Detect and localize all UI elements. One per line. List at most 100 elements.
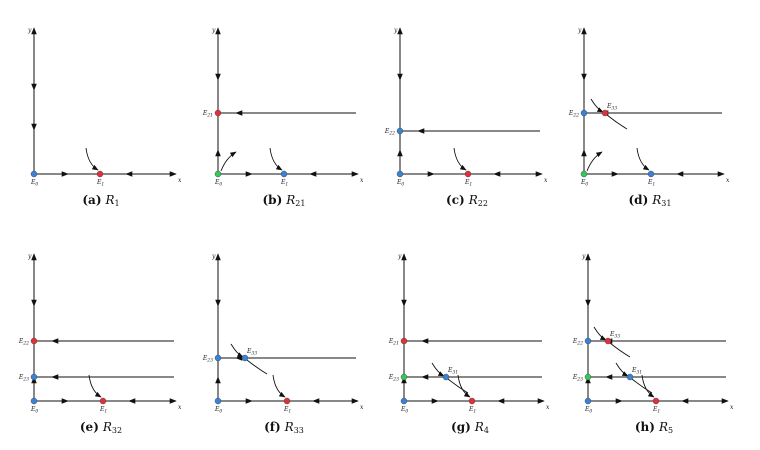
y-axis-label: y	[211, 27, 216, 34]
trajectory-arrow	[615, 362, 629, 377]
panel-caption: (b) R21	[263, 193, 306, 208]
equilibrium-E0	[214, 170, 222, 178]
equilibrium-point-label: E1	[96, 179, 104, 188]
equilibrium-point	[396, 127, 404, 135]
equilibrium-point-label: E23	[572, 374, 583, 383]
trajectory-arrow	[593, 326, 607, 341]
panel-caption: (c) R22	[446, 193, 488, 208]
equilibrium-point	[99, 397, 107, 405]
trajectory-arrow	[636, 147, 650, 171]
trajectory-arrow	[220, 151, 237, 172]
equilibrium-E0	[30, 397, 38, 405]
equilibrium-point	[30, 373, 38, 381]
equilibrium-E0-label: E0	[580, 179, 588, 188]
trajectory-curve	[631, 378, 653, 394]
equilibrium-E0	[214, 397, 222, 405]
trajectory-arrow	[85, 147, 99, 171]
y-axis-label: y	[397, 253, 402, 260]
equilibrium-point-label: E33	[606, 103, 617, 112]
equilibrium-point	[647, 170, 655, 178]
trajectory-arrow	[272, 374, 286, 398]
equilibrium-point-label: E22	[384, 128, 395, 137]
y-axis-label: y	[27, 253, 32, 260]
equilibrium-E0	[584, 397, 592, 405]
equilibrium-point-label: E1	[468, 406, 476, 415]
panel-caption: (f) R33	[264, 420, 304, 435]
equilibrium-E0-label: E0	[214, 179, 222, 188]
equilibrium-point	[96, 170, 104, 178]
equilibrium-point-label: E1	[99, 406, 107, 415]
equilibrium-E0-label: E0	[30, 406, 38, 415]
panel-caption: (g) R4	[451, 420, 489, 435]
panel-e: x y E0 E1 E22 E23 (e) R32	[18, 253, 182, 435]
equilibrium-point-label: E23	[202, 355, 213, 364]
panel-caption: (e) R32	[80, 420, 122, 435]
equilibrium-point-label: E22	[572, 338, 583, 347]
equilibrium-point	[214, 354, 222, 362]
equilibrium-point	[580, 109, 588, 117]
panel-d: x y E0 E1 E22 E33 (d) R31	[568, 27, 730, 208]
x-axis-label: x	[546, 404, 550, 411]
equilibrium-point	[601, 109, 609, 117]
x-axis-label: x	[730, 404, 734, 411]
y-axis-label: y	[211, 253, 216, 260]
equilibrium-point	[652, 397, 660, 405]
x-axis-label: x	[178, 404, 182, 411]
x-axis-label: x	[360, 177, 364, 184]
equilibrium-point-label: E21	[202, 110, 213, 119]
trajectory-curve	[606, 114, 628, 130]
trajectory-arrow	[431, 362, 445, 377]
equilibrium-E0-label: E0	[30, 179, 38, 188]
trajectory-arrow	[88, 374, 102, 398]
trajectory-curve	[447, 378, 469, 394]
y-axis-label: y	[581, 253, 586, 260]
equilibrium-point-label: E1	[647, 179, 655, 188]
equilibrium-E0-label: E0	[584, 406, 592, 415]
equilibrium-E0	[580, 170, 588, 178]
equilibrium-point-label: E22	[568, 110, 579, 119]
y-axis-label: y	[27, 27, 32, 34]
equilibrium-point	[214, 109, 222, 117]
panel-caption: (d) R31	[629, 193, 672, 208]
panel-g: x y E0 E1 E21 E23 E31 (g) R4	[388, 253, 550, 435]
equilibrium-point-label: E23	[388, 374, 399, 383]
trajectory-arrow	[269, 147, 283, 171]
equilibrium-point	[604, 337, 612, 345]
equilibrium-point	[442, 373, 450, 381]
equilibrium-E0	[400, 397, 408, 405]
equilibrium-point	[283, 397, 291, 405]
equilibrium-point-label: E1	[464, 179, 472, 188]
equilibrium-point	[241, 354, 249, 362]
trajectory-arrow	[641, 374, 655, 398]
equilibrium-point	[468, 397, 476, 405]
trajectory-arrow	[590, 98, 604, 113]
trajectory-arrow	[457, 374, 471, 398]
equilibrium-point	[400, 337, 408, 345]
equilibrium-E0-label: E0	[214, 406, 222, 415]
equilibrium-point-label: E1	[280, 179, 288, 188]
x-axis-label: x	[360, 404, 364, 411]
equilibrium-point	[464, 170, 472, 178]
equilibrium-point-label: E31	[447, 367, 458, 376]
equilibrium-point-label: E31	[631, 367, 642, 376]
trajectory-arrow	[586, 151, 603, 172]
x-axis-label: x	[544, 177, 548, 184]
equilibrium-point	[584, 373, 592, 381]
equilibrium-point	[400, 373, 408, 381]
panel-f: x y E0 E1 E23 E33 (f) R33	[202, 253, 364, 435]
equilibrium-point-label: E22	[18, 338, 29, 347]
panel-caption: (h) R5	[635, 420, 673, 435]
panel-a: x y E0 E1 (a) R1	[27, 27, 182, 208]
equilibrium-point	[584, 337, 592, 345]
equilibrium-point	[626, 373, 634, 381]
trajectory-curve	[246, 359, 268, 375]
equilibrium-point-label: E1	[652, 406, 660, 415]
equilibrium-E0	[30, 170, 38, 178]
panel-b: x y E0 E1 E21 (b) R21	[202, 27, 364, 208]
x-axis-label: x	[726, 177, 730, 184]
equilibrium-point-label: E33	[609, 331, 620, 340]
y-axis-label: y	[577, 27, 582, 34]
x-axis-label: x	[178, 177, 182, 184]
